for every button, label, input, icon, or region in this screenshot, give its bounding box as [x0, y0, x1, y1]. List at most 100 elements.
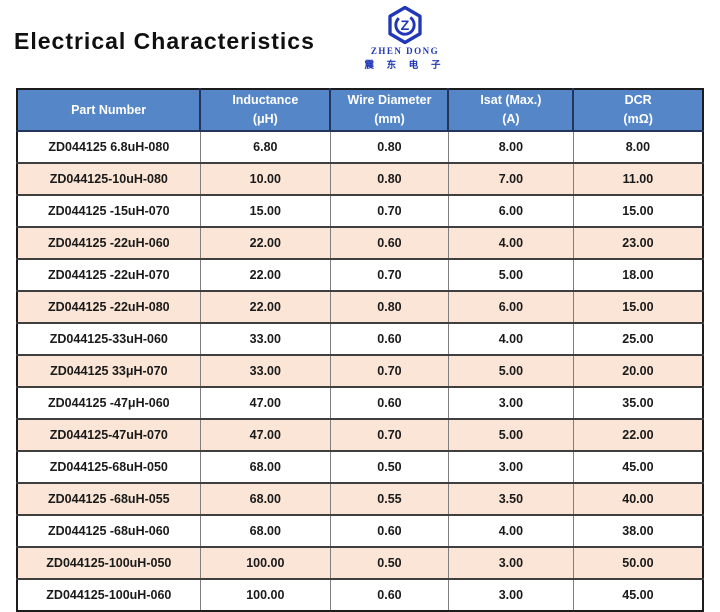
value-cell: 8.00: [447, 131, 574, 163]
value-cell: 45.00: [572, 450, 703, 483]
value-cell: 7.00: [447, 162, 574, 195]
value-cell: 0.60: [329, 514, 449, 547]
value-cell: 4.00: [447, 322, 574, 355]
column-header-wire-diameter: Wire Diameter (mm): [329, 89, 449, 131]
value-cell: 6.00: [447, 290, 574, 323]
column-header-isat-max: Isat (Max.) (A): [447, 89, 574, 131]
value-cell: 0.50: [329, 450, 449, 483]
column-unit: (mm): [374, 112, 405, 126]
value-cell: 11.00: [572, 162, 703, 195]
part-number-cell: ZD044125-47uH-070: [17, 418, 201, 451]
value-cell: 0.50: [329, 546, 449, 579]
column-label: Inductance: [232, 93, 299, 108]
table-row: ZD044125-10uH-080 10.00 0.80 7.00 11.00: [17, 162, 703, 195]
table-header: Part Number Inductance (μH) Wire Diameter (m…: [17, 89, 703, 131]
part-number-cell: ZD044125 -68uH-060: [17, 514, 201, 547]
column-label: Part Number: [71, 102, 147, 117]
value-cell: 3.00: [447, 386, 574, 419]
part-number-cell: ZD044125 -47μH-060: [17, 386, 201, 419]
part-number-cell: ZD044125-10uH-080: [17, 162, 201, 195]
part-number-cell: ZD044125-100uH-060: [17, 578, 201, 611]
value-cell: 38.00: [572, 514, 703, 547]
column-header-part-number: Part Number: [17, 89, 201, 131]
table-row: ZD044125 -22uH-060 22.00 0.60 4.00 23.00: [17, 226, 703, 259]
value-cell: 68.00: [199, 450, 331, 483]
part-number-cell: ZD044125-100uH-050: [17, 546, 201, 579]
value-cell: 47.00: [199, 418, 331, 451]
table-row: ZD044125-100uH-060 100.00 0.60 3.00 45.00: [17, 578, 703, 611]
value-cell: 50.00: [572, 546, 703, 579]
table-body: ZD044125 6.8uH-080 6.80 0.80 8.00 8.00 ZD0441…: [17, 131, 703, 611]
value-cell: 18.00: [572, 258, 703, 291]
value-cell: 0.70: [329, 194, 449, 227]
value-cell: 0.70: [329, 418, 449, 451]
value-cell: 3.50: [447, 482, 574, 515]
value-cell: 0.60: [329, 322, 449, 355]
table-row: ZD044125 -22uH-080 22.00 0.80 6.00 15.00: [17, 290, 703, 323]
table-row: ZD044125 -15uH-070 15.00 0.70 6.00 15.00: [17, 194, 703, 227]
value-cell: 5.00: [447, 258, 574, 291]
table-row: ZD044125 6.8uH-080 6.80 0.80 8.00 8.00: [17, 131, 703, 163]
value-cell: 0.70: [329, 354, 449, 387]
value-cell: 100.00: [199, 546, 331, 579]
table-row: ZD044125 -47μH-060 47.00 0.60 3.00 35.00: [17, 386, 703, 419]
value-cell: 25.00: [572, 322, 703, 355]
value-cell: 40.00: [572, 482, 703, 515]
value-cell: 4.00: [447, 226, 574, 259]
value-cell: 0.60: [329, 578, 449, 611]
table-row: ZD044125 -22uH-070 22.00 0.70 5.00 18.00: [17, 258, 703, 291]
part-number-cell: ZD044125 -15uH-070: [17, 194, 201, 227]
value-cell: 20.00: [572, 354, 703, 387]
value-cell: 22.00: [199, 258, 331, 291]
value-cell: 8.00: [572, 131, 703, 163]
value-cell: 68.00: [199, 482, 331, 515]
value-cell: 0.55: [329, 482, 449, 515]
value-cell: 0.60: [329, 226, 449, 259]
table-row: ZD044125 -68uH-055 68.00 0.55 3.50 40.00: [17, 482, 703, 515]
value-cell: 3.00: [447, 578, 574, 611]
part-number-cell: ZD044125-68uH-050: [17, 450, 201, 483]
zhendong-logo-icon: Z: [355, 5, 455, 45]
value-cell: 22.00: [199, 226, 331, 259]
svg-text:Z: Z: [401, 18, 410, 34]
value-cell: 6.80: [199, 131, 331, 163]
value-cell: 6.00: [447, 194, 574, 227]
column-unit: (mΩ): [623, 112, 653, 126]
part-number-cell: ZD044125 -68uH-055: [17, 482, 201, 515]
column-label: DCR: [624, 93, 652, 108]
table-row: ZD044125-68uH-050 68.00 0.50 3.00 45.00: [17, 450, 703, 483]
value-cell: 47.00: [199, 386, 331, 419]
table-row: ZD044125-47uH-070 47.00 0.70 5.00 22.00: [17, 418, 703, 451]
value-cell: 33.00: [199, 322, 331, 355]
column-label: Isat (Max.): [480, 93, 542, 108]
value-cell: 0.60: [329, 386, 449, 419]
brand-name: ZHEN DONG: [370, 46, 440, 56]
value-cell: 4.00: [447, 514, 574, 547]
part-number-cell: ZD044125 -22uH-080: [17, 290, 201, 323]
electrical-characteristics-table: Part Number Inductance (μH) Wire Diameter (m…: [16, 88, 704, 612]
value-cell: 0.80: [329, 131, 449, 163]
value-cell: 45.00: [572, 578, 703, 611]
value-cell: 10.00: [199, 162, 331, 195]
value-cell: 3.00: [447, 450, 574, 483]
part-number-cell: ZD044125 -22uH-060: [17, 226, 201, 259]
column-unit: (A): [502, 112, 520, 126]
table-row: ZD044125 33μH-070 33.00 0.70 5.00 20.00: [17, 354, 703, 387]
table-row: ZD044125 -68uH-060 68.00 0.60 4.00 38.00: [17, 514, 703, 547]
column-unit: (μH): [252, 112, 278, 126]
column-header-dcr: DCR (mΩ): [572, 89, 703, 131]
column-header-inductance: Inductance (μH): [199, 89, 331, 131]
value-cell: 22.00: [572, 418, 703, 451]
value-cell: 0.80: [329, 290, 449, 323]
column-label: Wire Diameter: [347, 93, 432, 108]
value-cell: 22.00: [199, 290, 331, 323]
table-row: ZD044125-33uH-060 33.00 0.60 4.00 25.00: [17, 322, 703, 355]
page-header: Electrical Characteristics Z ZHEN DONG 震…: [0, 0, 720, 88]
part-number-cell: ZD044125 33μH-070: [17, 354, 201, 387]
table-row: ZD044125-100uH-050 100.00 0.50 3.00 50.00: [17, 546, 703, 579]
value-cell: 0.70: [329, 258, 449, 291]
value-cell: 100.00: [199, 578, 331, 611]
value-cell: 35.00: [572, 386, 703, 419]
value-cell: 15.00: [572, 290, 703, 323]
value-cell: 33.00: [199, 354, 331, 387]
